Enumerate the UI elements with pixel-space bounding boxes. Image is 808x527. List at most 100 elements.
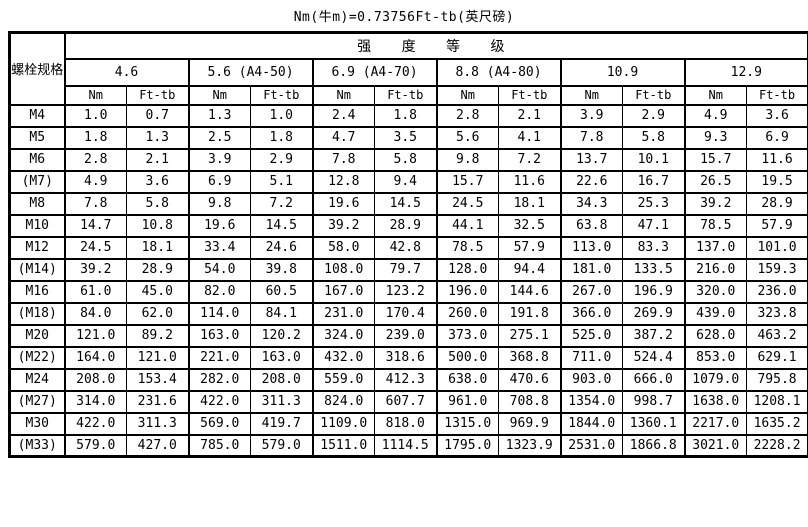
value-cell: 711.0 — [559, 345, 623, 370]
value-cell: 387.2 — [622, 323, 685, 348]
value-cell: 57.9 — [498, 235, 561, 260]
value-cell: 785.0 — [187, 433, 251, 458]
value-cell: 24.6 — [250, 235, 313, 260]
grade-cell-12-9: 12.9 — [683, 57, 808, 87]
value-cell: 221.0 — [187, 345, 251, 370]
spec-cell: M8 — [9, 191, 66, 216]
value-cell: 170.4 — [374, 301, 437, 326]
value-cell: 559.0 — [311, 367, 375, 392]
table-row: (M7) 4.9 3.6 6.9 5.1 12.8 9.4 15.7 11.6 22.6 16.7 2… — [9, 169, 808, 194]
value-cell: 19.6 — [187, 213, 251, 238]
value-cell: 113.0 — [559, 235, 623, 260]
conversion-formula-title: Nm(牛m)=0.73756Ft-tb(英尺磅) — [293, 10, 515, 25]
strength-header-row: 螺栓规格 强 度 等 级 — [9, 31, 808, 106]
spec-cell: (M7) — [9, 169, 66, 194]
value-cell: 3.5 — [374, 125, 437, 150]
unit-fttb-cell: Ft-tb — [498, 84, 561, 106]
value-cell: 267.0 — [559, 279, 623, 304]
grade-header-row: 4.6 5.6 (A4-50) 6.9 (A4-70) 8.8 (A4-80) … — [10, 57, 808, 87]
value-cell: 39.2 — [311, 213, 375, 238]
value-cell: 15.7 — [435, 169, 499, 194]
value-cell: 28.9 — [745, 191, 808, 216]
value-cell: 101.0 — [745, 235, 808, 260]
value-cell: 3.9 — [187, 147, 251, 172]
value-cell: 9.3 — [683, 125, 747, 150]
value-cell: 419.7 — [250, 411, 313, 436]
value-cell: 9.4 — [374, 169, 437, 194]
value-cell: 181.0 — [559, 257, 623, 282]
value-cell: 1.0 — [63, 103, 127, 128]
value-cell: 1079.0 — [683, 367, 747, 392]
value-cell: 4.7 — [311, 125, 375, 150]
value-cell: 3.6 — [745, 103, 808, 128]
value-cell: 1635.2 — [745, 411, 808, 436]
value-cell: 7.8 — [63, 191, 127, 216]
value-cell: 314.0 — [63, 389, 127, 414]
value-cell: 15.7 — [683, 147, 747, 172]
value-cell: 137.0 — [683, 235, 747, 260]
value-cell: 4.1 — [498, 125, 561, 150]
value-cell: 16.7 — [622, 169, 685, 194]
value-cell: 1354.0 — [559, 389, 623, 414]
value-cell: 1315.0 — [435, 411, 499, 436]
table-row: M12 24.5 18.1 33.4 24.6 58.0 42.8 78.5 57.9 113.0… — [9, 235, 808, 260]
value-cell: 78.5 — [683, 213, 747, 238]
unit-header-row: Nm Ft-tb Nm Ft-tb Nm Ft-tb Nm Ft-tb Nm F… — [10, 84, 808, 106]
value-cell: 83.3 — [622, 235, 685, 260]
spec-cell: M5 — [9, 125, 66, 150]
spec-cell: M6 — [9, 147, 66, 172]
spec-header-cell: 螺栓规格 — [9, 31, 66, 106]
strength-grade-header-cell: 强 度 等 级 — [63, 31, 808, 60]
value-cell: 114.0 — [187, 301, 251, 326]
grade-cell-4-6: 4.6 — [63, 57, 189, 87]
value-cell: 89.2 — [126, 323, 189, 348]
value-cell: 324.0 — [311, 323, 375, 348]
value-cell: 569.0 — [187, 411, 251, 436]
unit-fttb-cell: Ft-tb — [250, 84, 313, 106]
value-cell: 14.5 — [250, 213, 313, 238]
value-cell: 2.8 — [435, 103, 499, 128]
value-cell: 323.8 — [745, 301, 808, 326]
unit-nm-cell: Nm — [683, 84, 747, 106]
value-cell: 3021.0 — [683, 433, 747, 458]
value-cell: 208.0 — [63, 367, 127, 392]
spec-cell: M4 — [9, 103, 66, 128]
value-cell: 463.2 — [745, 323, 808, 348]
value-cell: 366.0 — [559, 301, 623, 326]
value-cell: 108.0 — [311, 257, 375, 282]
value-cell: 5.8 — [622, 125, 685, 150]
value-cell: 439.0 — [683, 301, 747, 326]
value-cell: 2.9 — [622, 103, 685, 128]
value-cell: 5.8 — [126, 191, 189, 216]
value-cell: 1.3 — [187, 103, 251, 128]
unit-nm-cell: Nm — [311, 84, 375, 106]
value-cell: 24.5 — [435, 191, 499, 216]
unit-nm-cell: Nm — [559, 84, 623, 106]
value-cell: 28.9 — [374, 213, 437, 238]
value-cell: 216.0 — [683, 257, 747, 282]
value-cell: 196.0 — [435, 279, 499, 304]
value-cell: 422.0 — [63, 411, 127, 436]
value-cell: 239.0 — [374, 323, 437, 348]
value-cell: 1.8 — [374, 103, 437, 128]
value-cell: 123.2 — [374, 279, 437, 304]
value-cell: 422.0 — [187, 389, 251, 414]
value-cell: 79.7 — [374, 257, 437, 282]
value-cell: 2228.2 — [745, 433, 808, 458]
spec-cell: M12 — [9, 235, 66, 260]
value-cell: 318.6 — [374, 345, 437, 370]
value-cell: 824.0 — [311, 389, 375, 414]
value-cell: 666.0 — [622, 367, 685, 392]
value-cell: 47.1 — [622, 213, 685, 238]
value-cell: 818.0 — [374, 411, 437, 436]
value-cell: 9.8 — [435, 147, 499, 172]
value-cell: 63.8 — [559, 213, 623, 238]
value-cell: 311.3 — [126, 411, 189, 436]
spec-cell: M30 — [9, 411, 66, 436]
table-row: M30 422.0 311.3 569.0 419.7 1109.0 818.0 1315.0… — [9, 411, 808, 436]
value-cell: 7.8 — [311, 147, 375, 172]
value-cell: 10.8 — [126, 213, 189, 238]
value-cell: 524.4 — [622, 345, 685, 370]
value-cell: 629.1 — [745, 345, 808, 370]
spec-cell: (M18) — [9, 301, 66, 326]
